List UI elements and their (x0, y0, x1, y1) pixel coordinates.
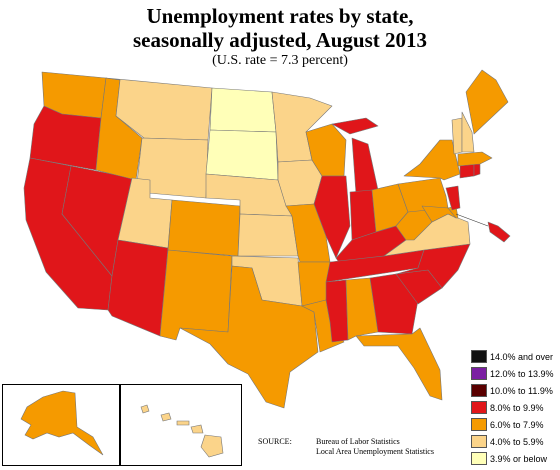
state-HI-maui (190, 424, 204, 434)
source-line-1: Bureau of Labor Statistics (316, 437, 400, 446)
state-MA (457, 151, 493, 167)
legend-swatch (471, 367, 487, 380)
state-HI-group (140, 404, 224, 458)
legend-row: 12.0% to 13.9% (471, 365, 560, 382)
state-ME (465, 69, 509, 135)
state-SD (205, 129, 279, 181)
legend-row: 6.0% to 7.9% (471, 416, 560, 433)
state-TX (179, 265, 319, 409)
source-line-2: Local Area Unemployment Statistics (316, 447, 434, 456)
legend-label: 3.9% or below (490, 453, 548, 464)
state-FL (355, 327, 443, 401)
state-HI (140, 404, 150, 414)
state-AZ (107, 239, 169, 337)
state-NY (403, 139, 461, 181)
source-label: SOURCE: (258, 437, 292, 446)
legend-label: 12.0% to 13.9% (490, 368, 554, 379)
state-CO (167, 199, 241, 257)
map-subtitle: (U.S. rate = 7.3 percent) (212, 53, 348, 68)
map-title: Unemployment rates by state, seasonally … (0, 4, 560, 52)
legend-swatch (471, 452, 487, 465)
state-VT (451, 117, 463, 155)
state-RI (473, 163, 481, 177)
state-KS (237, 213, 299, 257)
title-line-1: Unemployment rates by state, (146, 4, 414, 28)
alaska-inset (2, 384, 120, 466)
state-NJ (445, 185, 461, 211)
legend-row: 3.9% or below (471, 450, 560, 467)
legend-row: 8.0% to 9.9% (471, 399, 560, 416)
legend-row: 14.0% and over (471, 348, 560, 365)
legend-swatch (471, 384, 487, 397)
state-CT (459, 163, 475, 179)
hawaii-inset (120, 384, 242, 466)
hawaii-map (140, 404, 224, 458)
alaska-map (20, 390, 104, 456)
legend: 14.0% and over 12.0% to 13.9% 10.0% to 1… (471, 348, 560, 467)
legend-row: 4.0% to 5.9% (471, 433, 560, 450)
state-PA (397, 177, 449, 213)
source-note: SOURCE: Bureau of Labor Statistics Local … (258, 437, 434, 457)
state-GA (369, 273, 419, 335)
state-AK (20, 390, 104, 456)
legend-swatch (471, 418, 487, 431)
state-ND (209, 87, 277, 133)
state-NM (159, 249, 233, 341)
legend-swatch (471, 401, 487, 414)
state-AR (297, 261, 331, 307)
legend-label: 4.0% to 5.9% (490, 436, 544, 447)
legend-swatch (471, 435, 487, 448)
legend-label: 10.0% to 11.9% (490, 385, 553, 396)
state-DC (487, 221, 511, 243)
dc-leader-line (455, 213, 489, 227)
state-HI-bigisland (200, 434, 224, 458)
state-HI-oahu (160, 412, 172, 422)
legend-label: 6.0% to 7.9% (490, 419, 544, 430)
legend-label: 8.0% to 9.9% (490, 402, 544, 413)
state-MD (421, 205, 457, 223)
state-AL (345, 277, 379, 341)
state-HI-molokai (176, 420, 190, 426)
state-IN (349, 189, 377, 241)
title-line-2: seasonally adjusted, August 2013 (132, 28, 428, 52)
legend-swatch (471, 350, 487, 363)
legend-row: 10.0% to 11.9% (471, 382, 560, 399)
state-NH (461, 111, 475, 153)
legend-label: 14.0% and over (490, 351, 554, 362)
